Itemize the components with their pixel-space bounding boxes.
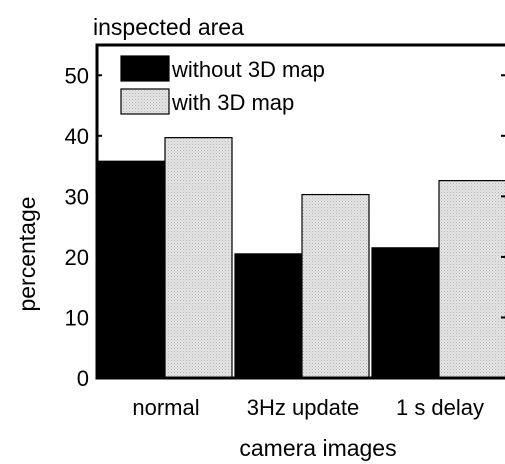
bar-without-3d-map-0 (97, 160, 166, 379)
x-tick-label: 1 s delay (396, 395, 484, 420)
y-axis-title: percentage (14, 196, 40, 311)
y-tick-label: 20 (65, 245, 89, 270)
legend-label-with-3d-map: with 3D map (171, 90, 294, 115)
bar-with-3d-map-2 (438, 180, 505, 379)
bar-without-3d-map-2 (371, 247, 440, 379)
x-tick-label: 3Hz update (247, 395, 360, 420)
x-axis: normal 3Hz update 1 s delay (132, 395, 484, 420)
y-axis: 0 10 20 30 40 50 (65, 63, 505, 391)
bar-with-3d-map-0 (164, 137, 233, 379)
chart-title: inspected area (93, 14, 244, 40)
legend: without 3D map with 3D map (120, 55, 325, 115)
y-tick-label: 50 (65, 63, 89, 88)
y-tick-label: 0 (77, 366, 89, 391)
plot-frame (95, 43, 505, 380)
bar-with-3d-map-1 (301, 193, 370, 379)
bars-group (97, 137, 505, 379)
x-axis-title: camera images (239, 435, 396, 461)
bar-without-3d-map-1 (234, 253, 303, 379)
x-tick-label: normal (132, 395, 199, 420)
y-tick-label: 10 (65, 305, 89, 330)
y-tick-label: 40 (65, 124, 89, 149)
legend-swatch-without-3d-map (120, 55, 170, 82)
y-tick-label: 30 (65, 184, 89, 209)
legend-swatch-with-3d-map (120, 88, 170, 115)
legend-label-without-3d-map: without 3D map (171, 57, 325, 82)
